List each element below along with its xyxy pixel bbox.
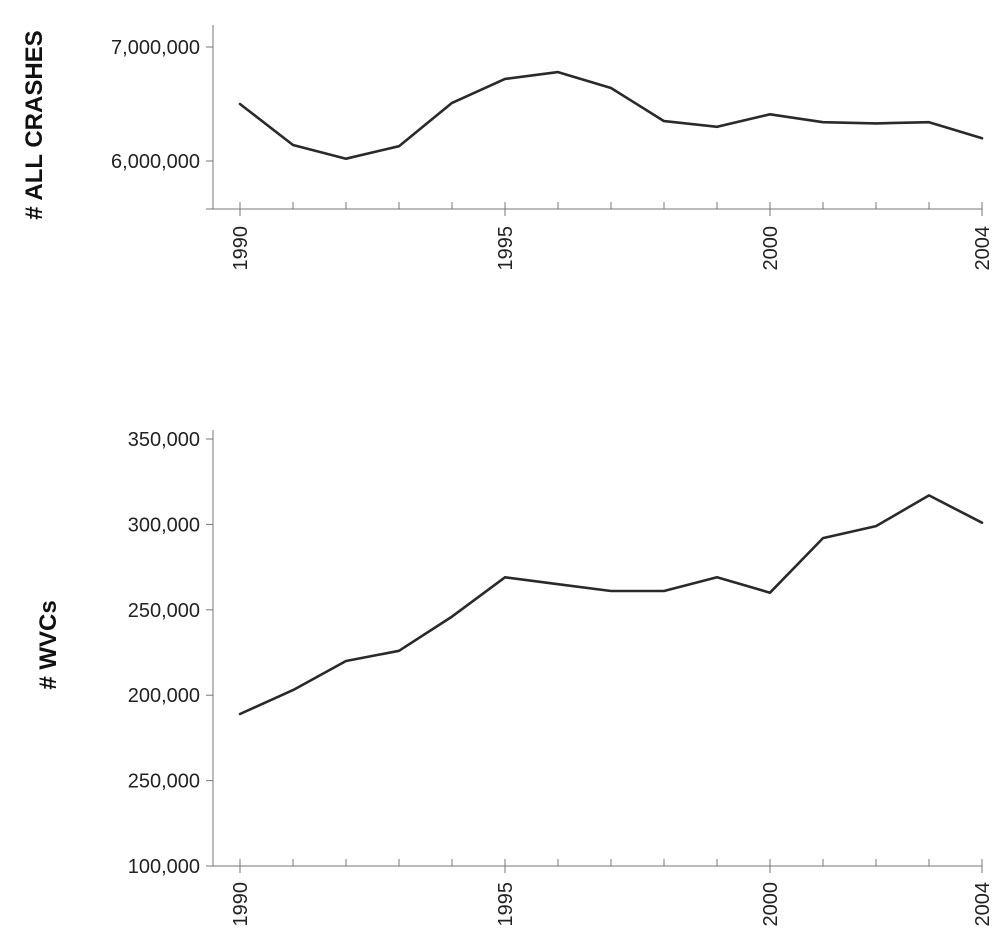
x-tick-label: 2004	[972, 882, 994, 927]
x-tick-label: 2000	[760, 882, 782, 927]
plot-area	[238, 494, 984, 716]
y-tick-label: 7,000,000	[111, 37, 200, 59]
plot-area	[238, 70, 984, 160]
x-tick-label: 1990	[230, 882, 252, 927]
x-ticks: 1990 1995 2000 2004	[230, 202, 994, 271]
y-axis-title: # ALL CRASHES	[21, 30, 48, 219]
y-tick-label: 350,000	[128, 429, 200, 451]
y-tick-label: 200,000	[128, 685, 200, 707]
x-tick-label: 2004	[972, 226, 994, 271]
x-tick-label: 1995	[495, 226, 517, 271]
x-ticks: 1990 1995 2000 2004	[230, 859, 994, 927]
x-tick-label: 1995	[495, 882, 517, 927]
y-tick-label: 250,000	[128, 771, 200, 793]
y-tick-label: 6,000,000	[111, 151, 200, 173]
y-tick-label: 100,000	[128, 856, 200, 878]
series-line	[238, 494, 984, 716]
x-tick-label: 2000	[760, 226, 782, 271]
series-line	[238, 70, 984, 160]
y-tick-label: 250,000	[128, 600, 200, 622]
y-ticks: 350,000 300,000 250,000 200,000 250,000 100,0…	[128, 429, 213, 878]
y-ticks: 7,000,000 6,000,000	[111, 37, 213, 173]
y-axis-title: # WVCs	[35, 600, 62, 689]
y-tick-label: 300,000	[128, 514, 200, 536]
chart-wvcs: # WVCs 350,000 300,000 250,000 200,000 250,0…	[35, 429, 994, 927]
x-tick-label: 1990	[230, 226, 252, 271]
